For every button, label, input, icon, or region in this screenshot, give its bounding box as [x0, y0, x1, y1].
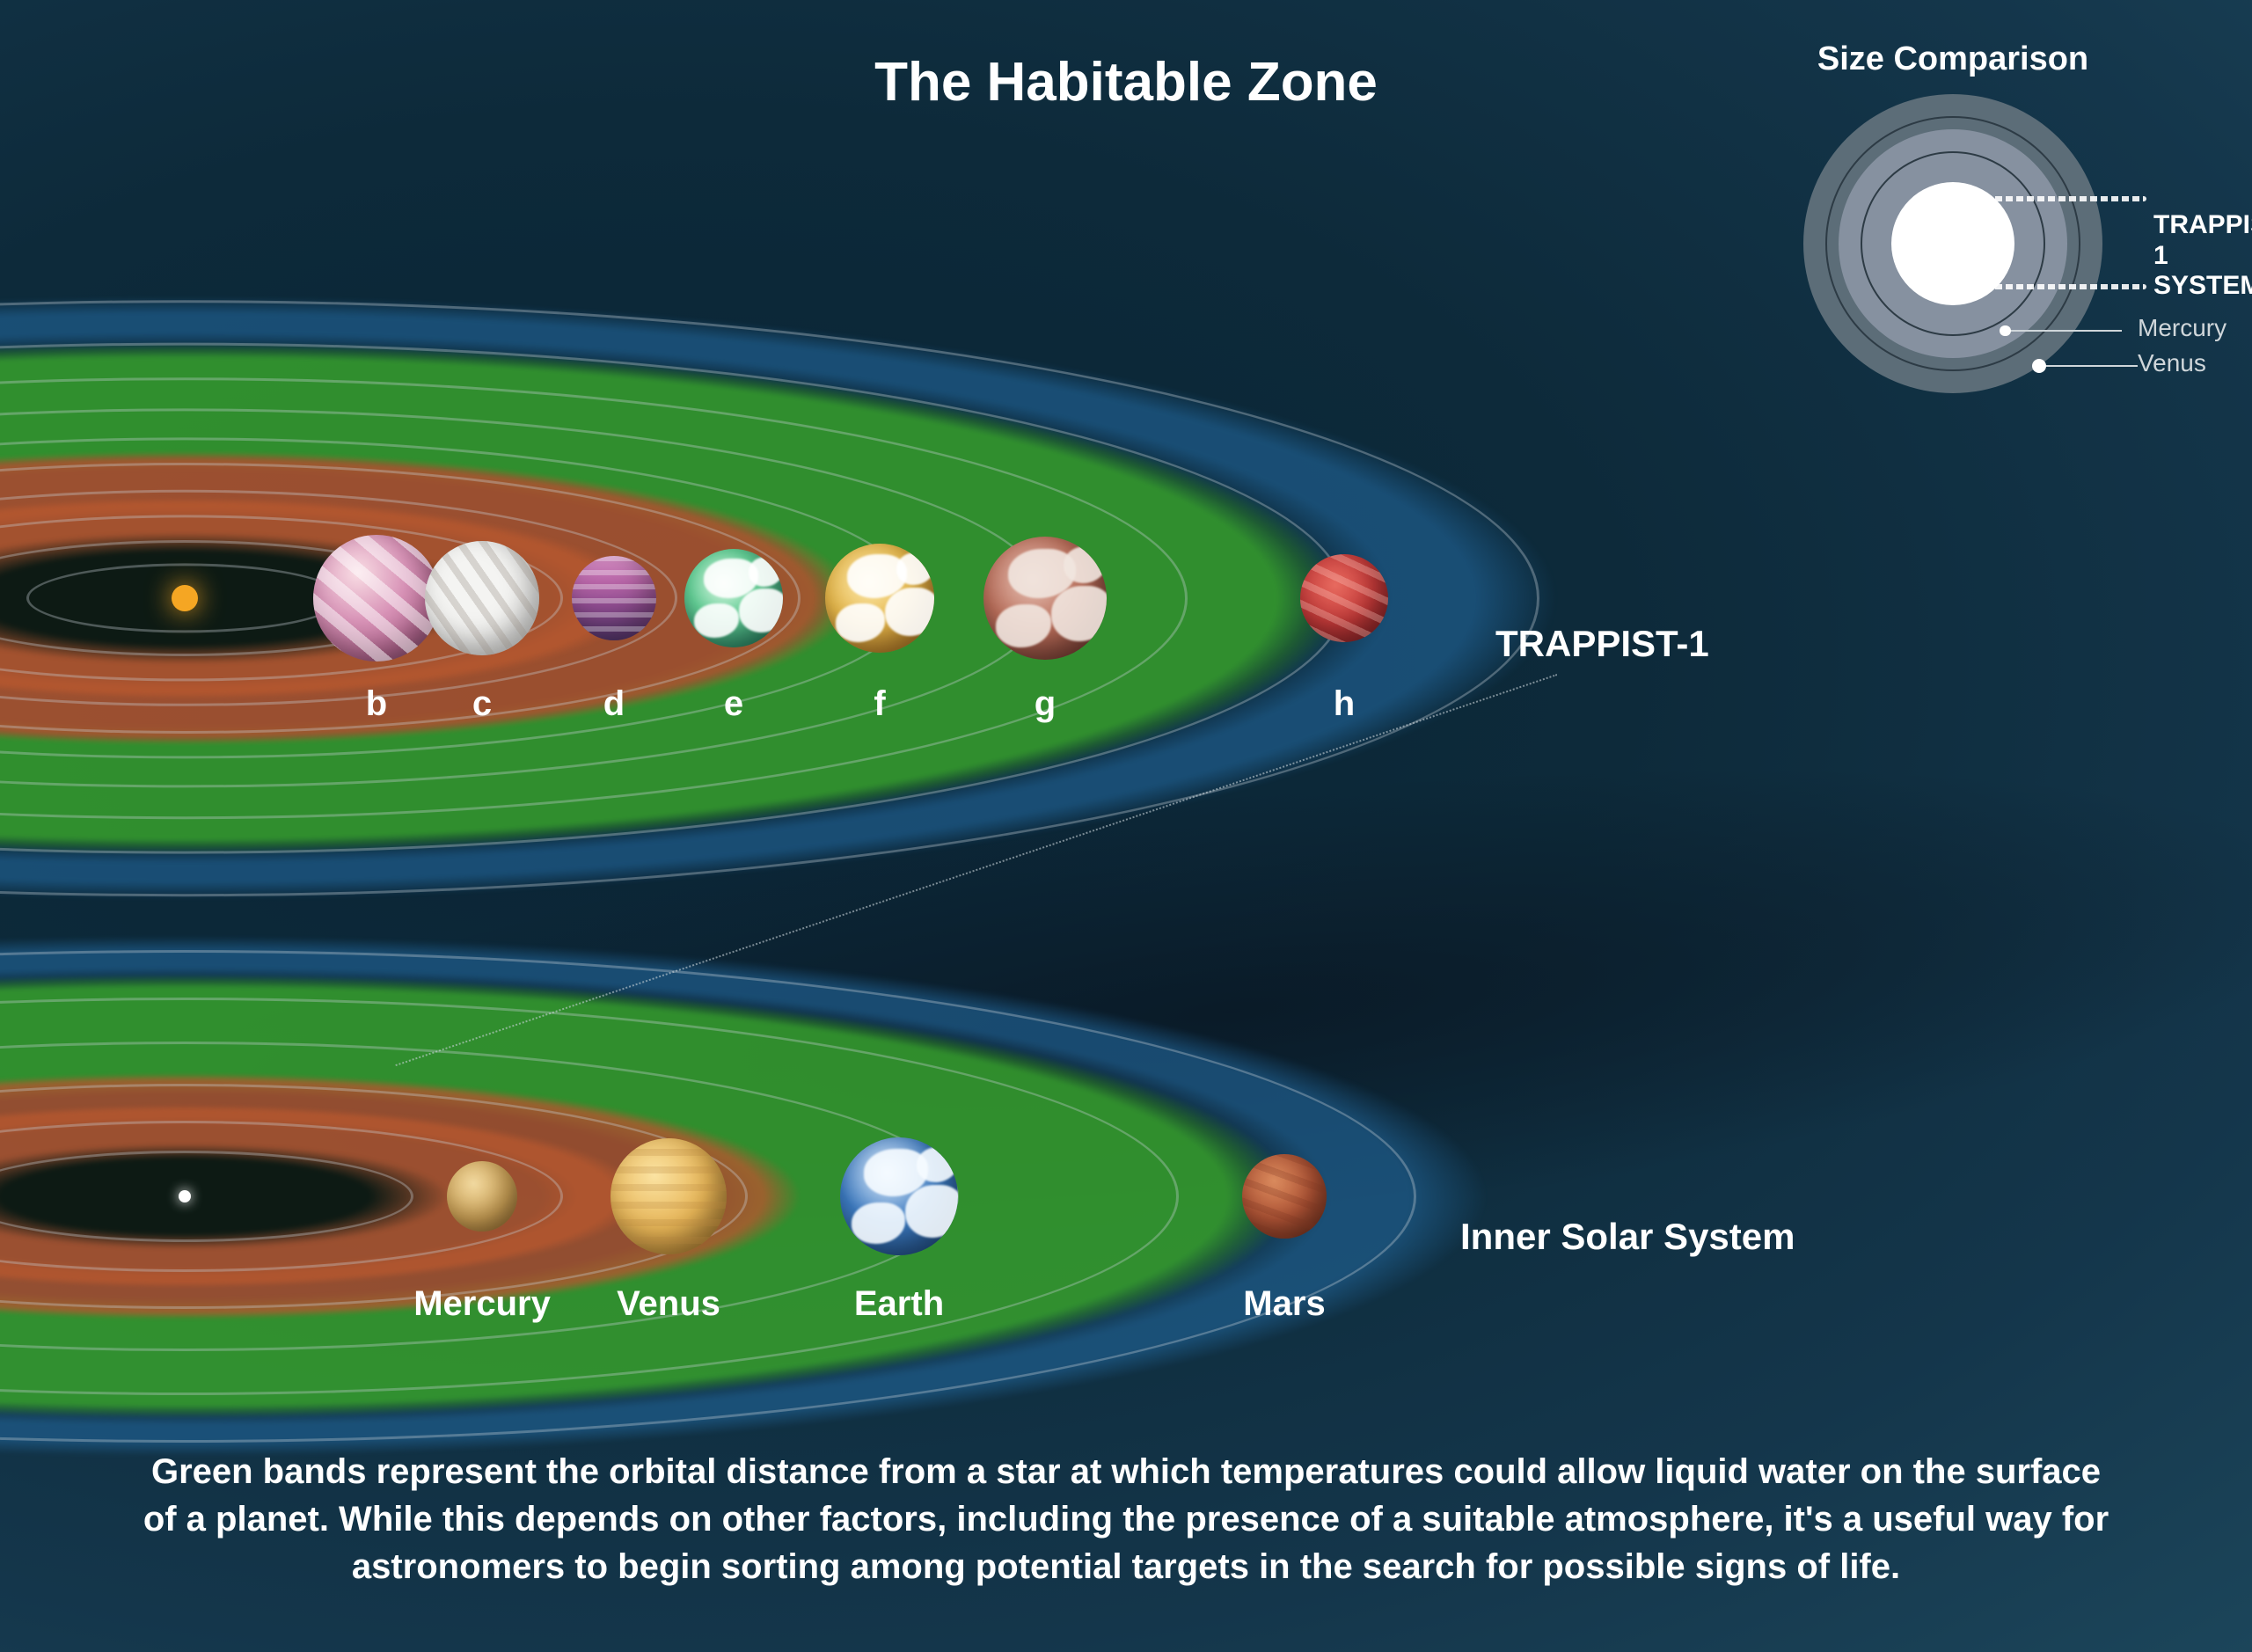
planet-solar-mercury — [447, 1161, 517, 1232]
system-label-solar: Inner Solar System — [1460, 1216, 1795, 1258]
planet-label-trappist-f: f — [874, 684, 885, 724]
planet-label-trappist-b: b — [366, 684, 387, 724]
planet-label-solar-mars: Mars — [1243, 1284, 1325, 1324]
size-comparison-title: Size Comparison — [1724, 40, 2182, 78]
size-comparison: Size Comparison TRAPPIST-1SYSTEMMercuryV… — [1724, 40, 2182, 393]
planet-label-trappist-e: e — [724, 684, 743, 724]
system-trappist: b c d e f g h TRAPPIST-1 — [0, 413, 1812, 783]
planet-trappist-c — [425, 541, 539, 655]
sc-leader-venus — [2041, 365, 2138, 367]
system-solar: Mercury Venus Earth Mars Inner Solar System — [0, 1012, 1812, 1381]
planet-label-trappist-d: d — [603, 684, 625, 724]
planet-trappist-g — [983, 537, 1107, 660]
planet-label-solar-venus: Venus — [617, 1284, 720, 1324]
planet-trappist-b — [313, 535, 440, 662]
planet-trappist-h — [1300, 554, 1388, 642]
sc-leader-mercury — [2007, 330, 2122, 332]
planet-trappist-e — [684, 549, 783, 647]
planet-label-solar-mercury: Mercury — [413, 1284, 551, 1324]
sc-label-venus: Venus — [2138, 349, 2206, 377]
caption-text: Green bands represent the orbital distan… — [0, 1448, 2252, 1590]
planet-label-trappist-c: c — [472, 684, 492, 724]
sc-label-mercury: Mercury — [2138, 314, 2226, 342]
size-comparison-rings: TRAPPIST-1SYSTEMMercuryVenus — [1803, 94, 2102, 393]
sc-band-top — [1953, 196, 2146, 201]
planet-label-trappist-h: h — [1334, 684, 1355, 724]
star-solar — [179, 1190, 191, 1202]
planet-trappist-f — [825, 544, 934, 653]
orbit-stack-solar: Mercury Venus Earth Mars Inner Solar System — [0, 1012, 1812, 1381]
planet-trappist-d — [572, 556, 656, 640]
planet-solar-mars — [1242, 1154, 1327, 1239]
system-label-trappist: TRAPPIST-1 — [1495, 623, 1709, 665]
star-trappist — [172, 585, 198, 611]
planet-solar-venus — [611, 1138, 727, 1254]
orbit-stack-trappist: b c d e f g h TRAPPIST-1 — [0, 413, 1812, 783]
planet-solar-earth — [840, 1137, 958, 1255]
sc-system-label: TRAPPIST-1SYSTEM — [2153, 210, 2252, 302]
planet-label-trappist-g: g — [1035, 684, 1056, 724]
planet-label-solar-earth: Earth — [854, 1284, 944, 1324]
sc-band-bottom — [1953, 284, 2146, 289]
